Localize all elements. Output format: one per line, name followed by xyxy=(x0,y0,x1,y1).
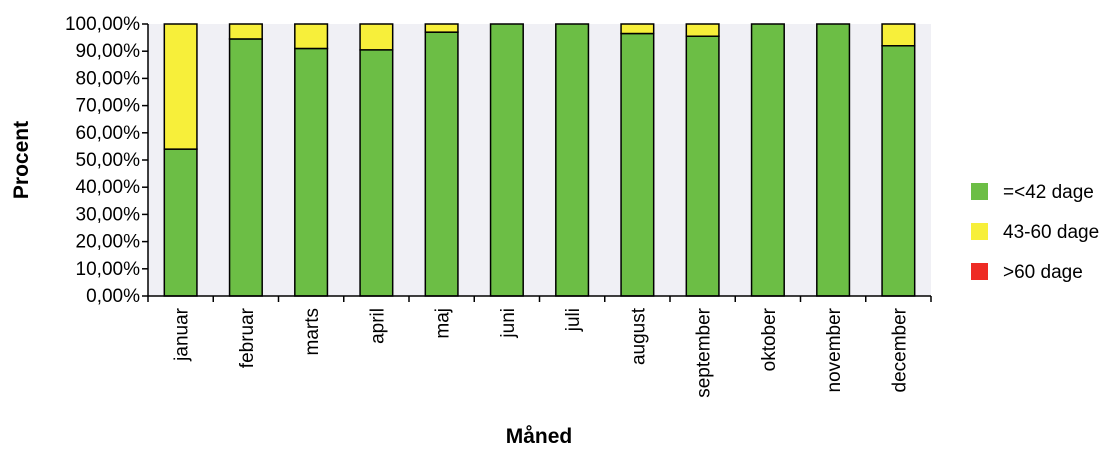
bar-september-series-1 xyxy=(685,23,720,37)
x-category-label: april xyxy=(367,308,388,344)
legend-swatch xyxy=(971,183,988,200)
bar-september-series-0 xyxy=(685,35,720,297)
x-category-label: maj xyxy=(433,308,454,339)
bar-februar-series-0 xyxy=(228,38,263,297)
bar-november-series-0 xyxy=(816,23,851,297)
y-tick-label: 50,00% xyxy=(76,150,141,171)
bar-februar-series-1 xyxy=(228,23,263,40)
bar-april-series-1 xyxy=(359,23,394,51)
x-category-label: oktober xyxy=(759,307,780,371)
y-tick-label: 100,00% xyxy=(65,14,140,35)
bar-juli-series-0 xyxy=(555,23,590,297)
y-tick-label: 10,00% xyxy=(76,259,141,280)
x-axis: januar februar marts april maj juni juli august… xyxy=(147,295,932,398)
x-category-label: juni xyxy=(498,308,519,339)
legend-label: =<42 dage xyxy=(1003,182,1094,203)
bar-december-series-1 xyxy=(881,23,916,47)
x-category-label: november xyxy=(824,307,845,392)
y-tick-label: 80,00% xyxy=(76,68,141,89)
x-category-label: september xyxy=(694,307,715,397)
y-tick-label: 60,00% xyxy=(76,123,141,144)
y-axis-title: Procent xyxy=(10,121,33,199)
legend-label: 43-60 dage xyxy=(1003,222,1099,243)
y-tick-label: 30,00% xyxy=(76,204,141,225)
bar-oktober-series-0 xyxy=(750,23,785,297)
x-axis-title: Måned xyxy=(506,425,573,448)
x-category-label: august xyxy=(628,307,649,365)
x-category-label: december xyxy=(889,307,910,392)
y-tick-label: 20,00% xyxy=(76,232,141,253)
y-axis: 0,00% 10,00% 20,00% 30,00% 40,00% 50,00% 60,00… xyxy=(65,14,149,307)
legend-swatch xyxy=(971,263,988,280)
bars-group xyxy=(163,23,916,297)
x-category-label: januar xyxy=(172,307,193,361)
x-category-label: juli xyxy=(563,308,584,332)
bar-marts-series-0 xyxy=(294,47,329,297)
bar-marts-series-1 xyxy=(294,23,329,50)
legend: =<42 dage 43-60 dage >60 dage xyxy=(971,182,1099,283)
legend-label: >60 dage xyxy=(1003,262,1083,283)
bar-maj-series-0 xyxy=(424,31,459,297)
x-category-label: marts xyxy=(302,308,323,356)
y-tick-label: 40,00% xyxy=(76,177,141,198)
bar-august-series-1 xyxy=(620,23,655,35)
x-category-label: februar xyxy=(237,307,258,368)
y-tick-label: 70,00% xyxy=(76,96,141,117)
bar-december-series-0 xyxy=(881,45,916,297)
legend-swatch xyxy=(971,223,988,240)
bar-januar-series-0 xyxy=(163,148,198,297)
bar-august-series-0 xyxy=(620,32,655,297)
y-tick-label: 90,00% xyxy=(76,41,141,62)
bar-juni-series-0 xyxy=(489,23,524,297)
y-tick-label: 0,00% xyxy=(86,286,140,307)
plot-area xyxy=(148,24,931,296)
bar-maj-series-1 xyxy=(424,23,459,33)
bar-april-series-0 xyxy=(359,49,394,297)
bar-januar-series-1 xyxy=(163,23,198,150)
